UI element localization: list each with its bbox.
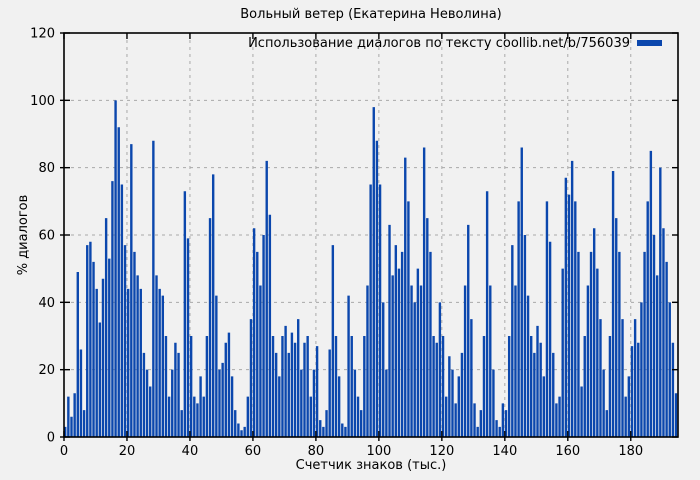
y-tick-label: 40 [38, 296, 55, 311]
bar-impulses [64, 100, 678, 437]
x-tick-label: 40 [182, 444, 199, 459]
legend-swatch [637, 40, 662, 46]
y-tick-label: 120 [30, 27, 55, 42]
x-tick-label: 60 [245, 444, 262, 459]
x-tick-label: 180 [618, 444, 643, 459]
y-tick-label: 20 [38, 363, 55, 378]
tick-labels: 0 20 40 60 80 100 120 140 160 180 0 20 40 60 80 100 120 [30, 27, 643, 460]
y-tick-label: 100 [30, 94, 55, 109]
y-tick-label: 80 [38, 161, 55, 176]
x-tick-label: 140 [492, 444, 517, 459]
x-tick-label: 20 [119, 444, 136, 459]
y-tick-label: 60 [38, 229, 55, 244]
y-axis-label: % диалогов [16, 195, 31, 276]
x-tick-label: 0 [60, 444, 68, 459]
x-tick-label: 120 [429, 444, 454, 459]
x-tick-label: 160 [555, 444, 580, 459]
legend: Использование диалогов по тексту coollib… [248, 36, 662, 51]
x-tick-label: 100 [366, 444, 391, 459]
bars-series [64, 100, 678, 437]
legend-label: Использование диалогов по тексту coollib… [248, 36, 630, 51]
plot-border [63, 32, 679, 438]
x-tick-label: 80 [308, 444, 325, 459]
x-axis-label: Счетчик знаков (тыс.) [296, 458, 447, 473]
y-tick-label: 0 [47, 431, 55, 446]
chart-title: Вольный ветер (Екатерина Неволина) [240, 7, 501, 22]
